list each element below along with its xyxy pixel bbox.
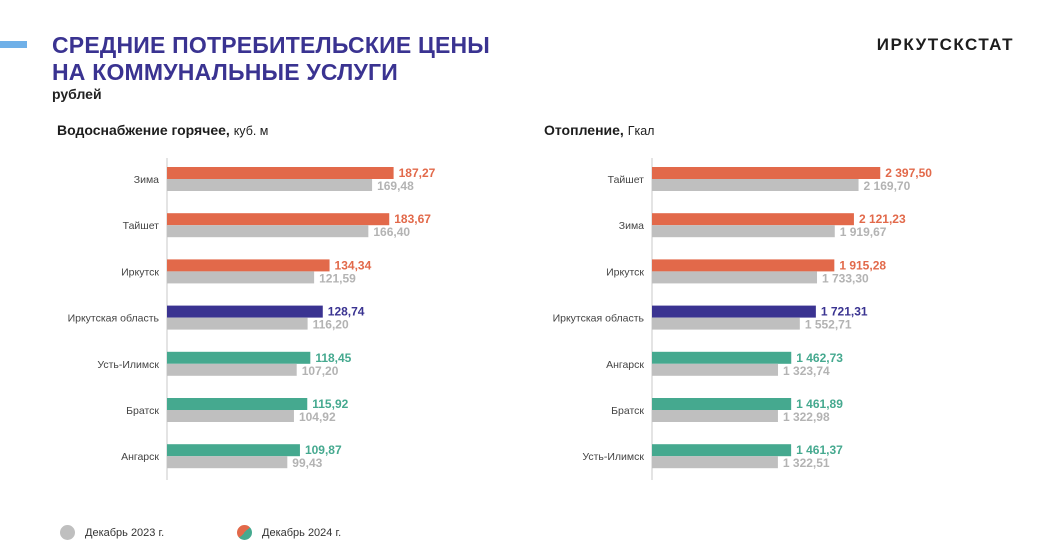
legend-label-2023: Декабрь 2023 г. — [85, 526, 165, 539]
heating-value-2024: 1 915,28 — [839, 258, 886, 272]
legend-label-2024: Декабрь 2024 г. — [262, 526, 342, 539]
water-value-2023: 116,20 — [313, 318, 349, 332]
water-bar-2024 — [167, 259, 330, 272]
heating-bar-2023 — [652, 271, 818, 284]
water-category-label: Иркутск — [121, 266, 159, 278]
water-bar-2023 — [167, 271, 315, 284]
water-bar-2024 — [167, 213, 390, 226]
water-bar-2024 — [167, 305, 323, 318]
legend-swatch-2024 — [237, 525, 252, 540]
water-value-2024: 134,34 — [335, 258, 372, 272]
chart-water-title-text: Водоснабжение горячее, — [57, 122, 230, 138]
page-title-line1: СРЕДНИЕ ПОТРЕБИТЕЛЬСКИЕ ЦЕНЫ — [52, 32, 491, 58]
chart-heating: Тайшет 2 397,502 169,70 Зима 2 121,231 919,… — [553, 158, 932, 480]
water-category-label: Братск — [126, 405, 159, 417]
water-bar-2024 — [167, 351, 311, 364]
heating-bar-2024 — [652, 398, 792, 410]
chart-heating-title-text: Отопление, — [544, 122, 624, 138]
water-category-label: Ангарск — [121, 451, 159, 463]
water-bar-2023 — [167, 410, 294, 422]
heating-value-2024: 1 461,89 — [796, 397, 843, 411]
heating-bar-2024 — [652, 167, 881, 179]
water-value-2024: 109,87 — [305, 443, 342, 457]
water-value-2023: 169,48 — [377, 179, 414, 193]
heating-value-2023: 1 733,30 — [822, 271, 869, 285]
water-value-2024: 115,92 — [312, 397, 348, 411]
water-bar-2023 — [167, 456, 288, 469]
heating-category-label: Братск — [611, 405, 644, 417]
legend-item-2023: Декабрь 2023 г. — [60, 525, 164, 540]
heating-bar-2023 — [652, 410, 778, 422]
heating-value-2024: 2 397,50 — [885, 166, 932, 180]
water-category-label: Усть-Илимск — [97, 359, 159, 371]
chart-water-title: Водоснабжение горячее, куб. м — [57, 122, 268, 138]
chart-water-unit: куб. м — [233, 124, 269, 138]
water-value-2024: 128,74 — [328, 305, 365, 319]
heating-category-label: Зима — [619, 220, 644, 232]
heating-value-2023: 1 323,74 — [783, 364, 830, 378]
water-category-label: Тайшет — [123, 220, 160, 232]
water-value-2024: 118,45 — [315, 351, 351, 365]
heating-bar-2023 — [652, 179, 859, 191]
heating-bar-2024 — [652, 305, 816, 318]
water-category-label: Зима — [134, 174, 159, 186]
page-title: СРЕДНИЕ ПОТРЕБИТЕЛЬСКИЕ ЦЕНЫ НА КОММУНАЛ… — [52, 32, 490, 86]
water-bar-2023 — [167, 317, 308, 330]
water-value-2023: 104,92 — [299, 410, 336, 424]
heating-category-label: Ангарск — [606, 359, 644, 371]
water-category-label: Иркутская область — [68, 313, 160, 325]
heating-value-2024: 1 461,37 — [796, 443, 843, 457]
page-title-line2: НА КОММУНАЛЬНЫЕ УСЛУГИ — [52, 59, 398, 85]
water-bar-2024 — [167, 167, 394, 179]
heating-bar-2024 — [652, 259, 835, 272]
water-value-2023: 99,43 — [292, 456, 322, 470]
heating-bar-2023 — [652, 225, 835, 238]
heating-bar-2023 — [652, 456, 778, 469]
legend-swatch-2023 — [60, 525, 75, 540]
heating-value-2024: 1 462,73 — [796, 351, 843, 365]
water-bar-2023 — [167, 179, 373, 191]
heating-value-2024: 2 121,23 — [859, 212, 906, 226]
heating-bar-2024 — [652, 444, 792, 457]
water-bar-2023 — [167, 225, 369, 238]
heating-value-2023: 2 169,70 — [864, 179, 911, 193]
chart-heating-title: Отопление, Гкал — [544, 122, 654, 138]
heating-value-2024: 1 721,31 — [821, 305, 868, 319]
heating-bar-2024 — [652, 213, 854, 226]
chart-heating-unit: Гкал — [627, 124, 655, 138]
water-bar-2023 — [167, 363, 297, 376]
heating-bar-2023 — [652, 363, 779, 376]
water-value-2024: 187,27 — [399, 166, 436, 180]
heating-bar-2024 — [652, 351, 792, 364]
heating-category-label: Усть-Илимск — [582, 451, 644, 463]
heating-category-label: Тайшет — [608, 174, 645, 186]
heating-category-label: Иркутская область — [553, 313, 645, 325]
heating-bar-2023 — [652, 317, 800, 330]
water-value-2024: 183,67 — [394, 212, 431, 226]
header-accent-bar — [0, 41, 27, 48]
currency-unit: рублей — [52, 86, 102, 102]
heating-value-2023: 1 552,71 — [805, 318, 852, 332]
heating-category-label: Иркутск — [606, 266, 644, 278]
water-bar-2024 — [167, 444, 300, 457]
water-value-2023: 166,40 — [373, 225, 410, 239]
brand-logo: ИРКУТСКСТАТ — [876, 35, 1014, 54]
heating-value-2023: 1 322,51 — [783, 456, 830, 470]
heating-value-2023: 1 322,98 — [783, 410, 830, 424]
water-value-2023: 121,59 — [319, 271, 356, 285]
heating-value-2023: 1 919,67 — [840, 225, 887, 239]
legend-item-2024: Декабрь 2024 г. — [237, 525, 341, 540]
water-bar-2024 — [167, 398, 308, 410]
water-value-2023: 107,20 — [302, 364, 339, 378]
